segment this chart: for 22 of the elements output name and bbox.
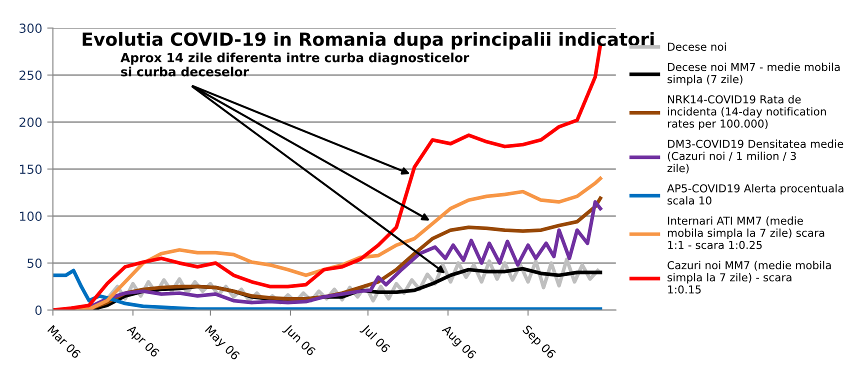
legend-label: DM3-COVID19 Densitatea medie (Cazuri noi / 1 milion / 3 zile): [667, 140, 844, 174]
chart-title: Evolutia COVID-19 in Romania dupa principalii indicatori: [82, 32, 654, 50]
y-tick-label: 100: [20, 212, 42, 221]
legend-label: Cazuri noi MM7 (medie mobila simpla la 7 zile) - scara 1:0.15: [668, 260, 831, 294]
y-tick-label: 0: [35, 306, 42, 315]
x-tick-label: Aug 06: [440, 324, 477, 362]
y-tick-label: 250: [20, 70, 42, 80]
x-tick-label: Sep 06: [520, 324, 556, 360]
legend-label: Internari ATI MM7 (medie mobila simpla la 7 zile) scara 1:1 - scara 1:0.25: [668, 216, 824, 250]
legend-label: Decese noi MM7 - medie mobila simpla (7 zile): [668, 62, 840, 86]
x-tick-label: Jul 06: [360, 324, 391, 355]
y-tick-label: 200: [20, 118, 42, 127]
legend-label: NRK14-COVID19 Rata de incidenta (14-day notification rates per 100.000): [668, 95, 826, 130]
annotation: Aprox 14 zile diferenta intre curba diagnosticelor si curba deceselor: [120, 52, 470, 76]
x-tick-label: Mar 06: [47, 324, 82, 359]
y-tick-label: 50: [28, 258, 42, 268]
y-tick-label: 300: [20, 24, 42, 34]
legend-label: Decese noi: [668, 42, 726, 51]
x-tick-label: Apr 06: [124, 324, 160, 360]
y-tick-label: 150: [20, 164, 42, 174]
x-tick-label: Jun 06: [282, 324, 316, 358]
legend-label: AP5-COVID19 Alerta procentuala scala 10: [667, 184, 844, 205]
